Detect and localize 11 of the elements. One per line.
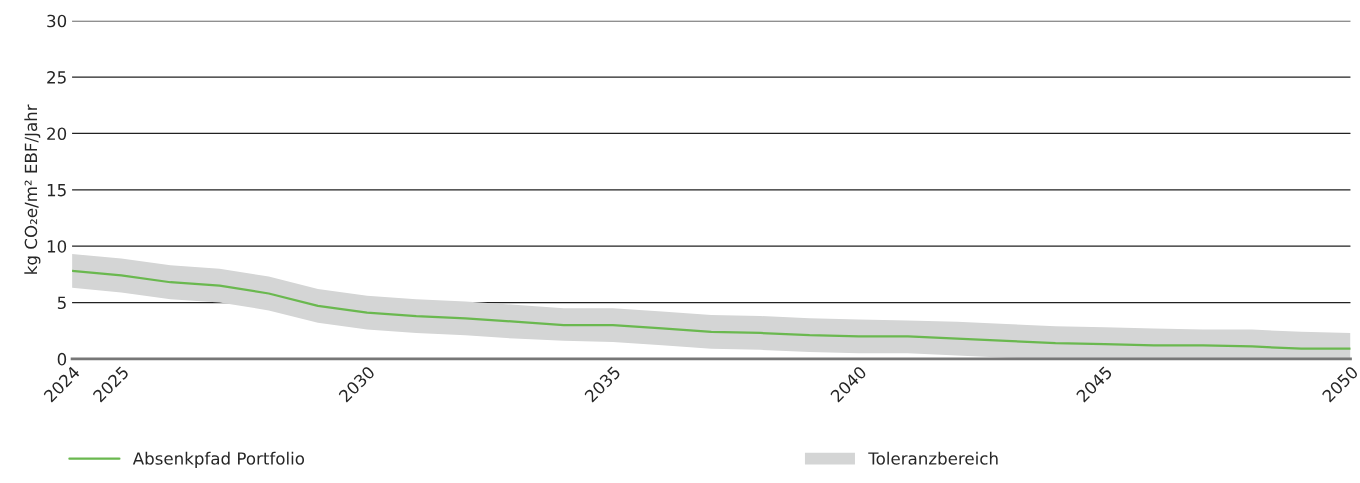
y-tick-label: 25	[47, 71, 66, 84]
y-tick-label: 15	[47, 184, 66, 197]
line-series	[72, 269, 1351, 350]
y-axis-title: kg CO₂e/m² EBF/Jahr	[24, 104, 41, 274]
legend-label: Absenkpfad Portfolio	[132, 451, 305, 468]
y-tick-label: 10	[47, 240, 67, 253]
y-tick-label: 5	[57, 296, 66, 310]
y-tick-label: 0	[57, 352, 67, 366]
text: Toleranzbereich	[868, 451, 998, 465]
y-tick-label: 30	[47, 14, 67, 28]
y-tick-label: 20	[47, 127, 67, 141]
